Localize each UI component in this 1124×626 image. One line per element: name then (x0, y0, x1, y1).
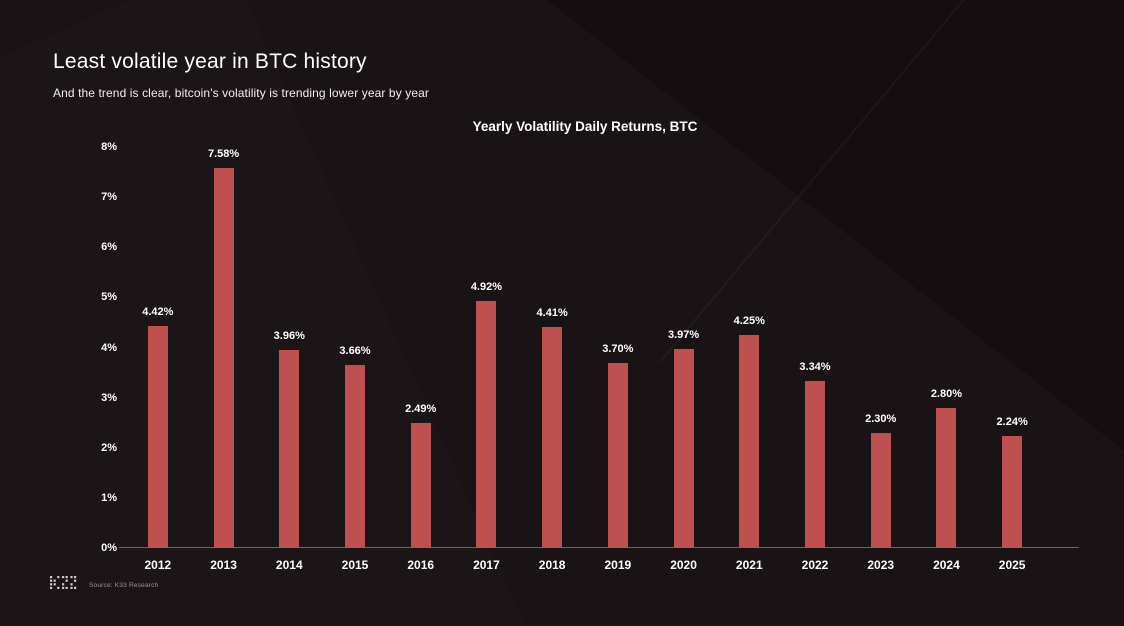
bar (345, 364, 365, 548)
page-title: Least volatile year in BTC history (53, 50, 367, 73)
bar (870, 432, 891, 548)
bar (607, 362, 628, 548)
bar (476, 301, 497, 548)
x-axis-label: 2022 (801, 558, 829, 572)
y-axis-tick-label: 5% (101, 291, 117, 304)
bar-value-label: 3.34% (799, 360, 831, 373)
bar-value-label: 4.42% (142, 306, 174, 319)
y-axis-tick-label: 7% (101, 191, 117, 204)
x-axis-label: 2025 (998, 558, 1026, 572)
x-axis-label: 2019 (604, 558, 632, 572)
source-text: Source: K33 Research (89, 581, 159, 589)
x-axis-label: 2016 (407, 558, 435, 572)
bar (1002, 435, 1023, 548)
x-axis-line (119, 547, 1079, 548)
bar-value-label: 3.97% (667, 329, 700, 342)
bar-value-label: 7.58% (207, 148, 240, 161)
footer: Source: K33 Research (50, 576, 158, 594)
chart-title: Yearly Volatility Daily Returns, BTC (472, 119, 698, 134)
bar (739, 334, 760, 548)
bar-value-label: 3.70% (602, 342, 634, 355)
y-axis-tick-label: 0% (101, 542, 117, 554)
x-axis-label: 2015 (341, 558, 369, 572)
page-subtitle: And the trend is clear, bitcoin's volati… (53, 86, 429, 100)
x-axis-label: 2018 (538, 558, 566, 572)
bar-value-label: 3.96% (273, 329, 305, 342)
y-axis-tick-label: 3% (101, 391, 117, 404)
plot-area: 0% 1% 2% 3% 4% 5% 6% 7% 8% 4.42% 2012 7.58% 2013 3.96… (101, 141, 1079, 572)
bar-value-label: 4.25% (733, 314, 765, 327)
y-axis-tick-label: 2% (101, 441, 117, 454)
k33-logo-icon (50, 576, 80, 594)
bar (805, 380, 825, 548)
x-axis-label: 2021 (735, 558, 763, 572)
bar-value-label: 2.24% (996, 415, 1028, 428)
x-axis-label: 2017 (473, 558, 500, 572)
bar-value-label: 4.92% (470, 281, 503, 294)
y-axis-tick-label: 6% (101, 241, 117, 254)
bar (279, 349, 300, 548)
bar (673, 349, 694, 548)
x-axis-label: 2024 (933, 558, 960, 572)
x-axis-label: 2013 (210, 558, 237, 572)
bar (936, 407, 957, 548)
bar-value-label: 2.49% (405, 403, 437, 416)
x-axis-label: 2012 (144, 558, 172, 572)
bar (213, 168, 234, 548)
y-axis-tick-label: 1% (101, 491, 117, 504)
bar (410, 423, 431, 548)
bar-value-label: 4.41% (536, 306, 568, 319)
x-axis-label: 2023 (867, 558, 895, 572)
bar (542, 326, 563, 548)
y-axis-tick-label: 8% (101, 141, 117, 153)
x-axis-label: 2014 (275, 558, 303, 572)
y-axis-tick-label: 4% (101, 341, 117, 354)
x-axis-label: 2020 (670, 558, 697, 572)
bar-value-label: 2.80% (930, 387, 963, 400)
bar (147, 326, 168, 548)
bar-value-label: 2.30% (865, 412, 897, 425)
bar-value-label: 3.66% (339, 344, 371, 357)
